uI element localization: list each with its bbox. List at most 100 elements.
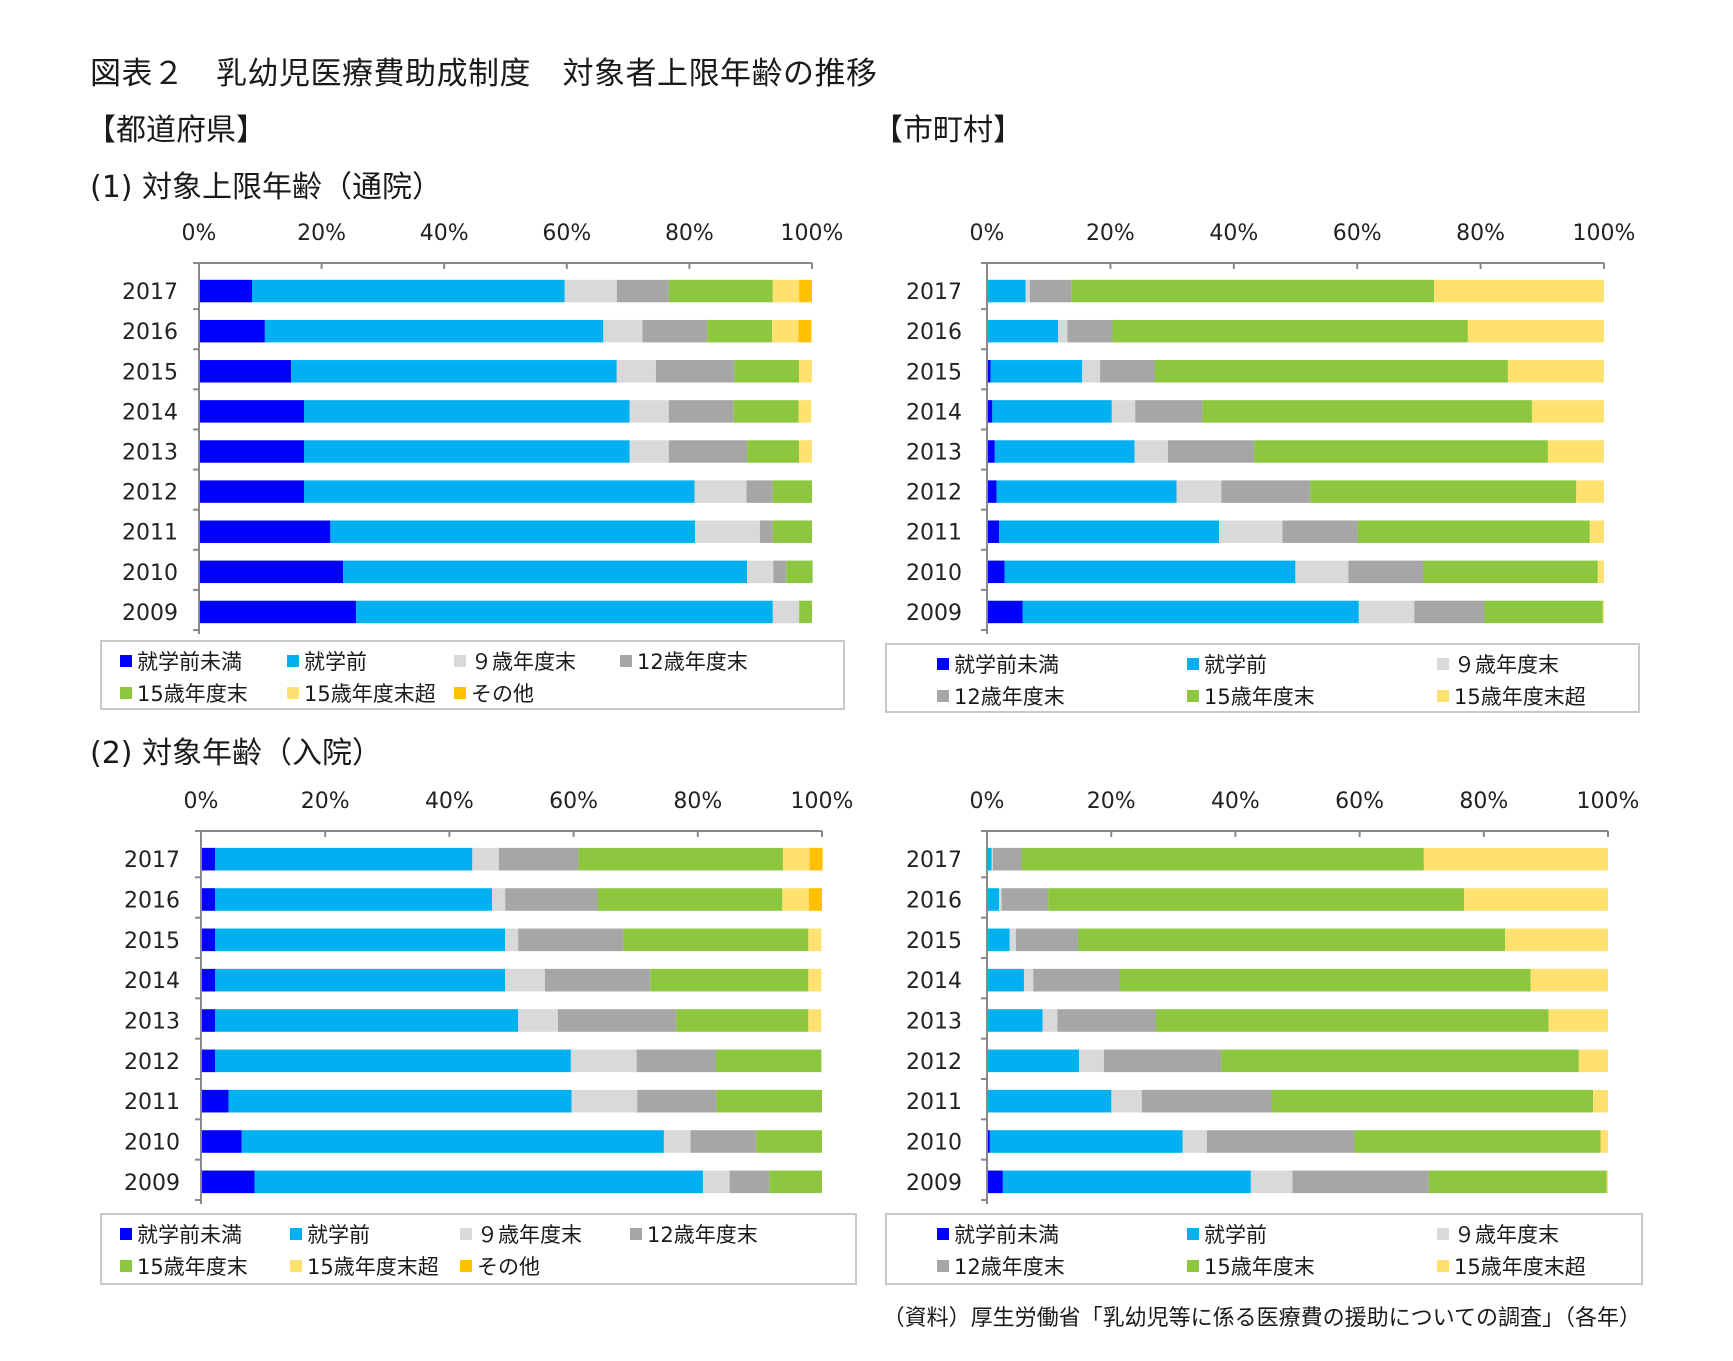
- bar-segment-2011-3: [637, 1089, 717, 1113]
- bar-segment-2014-1: [992, 400, 1112, 423]
- legend-swatch: [120, 655, 132, 667]
- bar-segment-2017-2: [991, 847, 993, 871]
- bar-segment-2016-3: [1001, 888, 1049, 911]
- legend-item: その他: [454, 678, 534, 708]
- legend-label: 15歳年度末: [137, 682, 248, 706]
- bar-segment-2016-2: [603, 319, 643, 343]
- bar-segment-2009-5: [1602, 600, 1604, 624]
- bar-segment-2012-1: [215, 1049, 571, 1073]
- bar-segment-2010-4: [1354, 1130, 1601, 1153]
- bar-segment-2010-1: [989, 1130, 1183, 1153]
- bar-segment-2015-4: [734, 360, 800, 383]
- bar-segment-2016-3: [642, 319, 708, 343]
- legend-swatch: [1437, 1228, 1449, 1240]
- year-label: 2012: [906, 1050, 962, 1075]
- bar-segment-2014-5: [1531, 400, 1604, 423]
- x-tick-label: 20%: [1087, 789, 1136, 814]
- bar-segment-2010-2: [1295, 560, 1349, 584]
- bar-segment-2011-2: [1111, 1089, 1142, 1113]
- bar-segment-2010-0: [988, 1130, 990, 1153]
- bar-segment-2009-0: [200, 600, 357, 624]
- legend-label: 15歳年度末: [1204, 1255, 1315, 1279]
- legend-item: 就学前: [290, 1219, 370, 1249]
- legend-label: ９歳年度末: [1454, 653, 1559, 677]
- x-tick-label: 0%: [184, 789, 219, 814]
- section1-title: (1) 対象上限年齢（通院）: [90, 170, 443, 205]
- legend-label: 15歳年度末: [137, 1255, 248, 1279]
- legend-label: 12歳年度末: [954, 685, 1065, 709]
- bar-segment-2014-2: [629, 400, 669, 423]
- legend-item: 12歳年度末: [937, 681, 1065, 711]
- bar-segment-2011-1: [228, 1089, 572, 1113]
- bar-segment-2012-1: [988, 1049, 1080, 1073]
- section2-title: (2) 対象年齢（入院）: [90, 736, 383, 771]
- bar-segment-2009-0: [988, 600, 1023, 624]
- bar-segment-2014-1: [215, 968, 506, 992]
- bar-segment-2015-0: [202, 928, 216, 952]
- x-tick-label: 100%: [1573, 221, 1636, 246]
- year-label: 2013: [122, 441, 178, 466]
- bar-segment-2015-5: [808, 928, 822, 952]
- bar-segment-2012-4: [772, 480, 812, 503]
- bar-segment-2016-2: [492, 888, 506, 911]
- year-label: 2012: [122, 481, 178, 506]
- bar-segment-2012-0: [200, 480, 305, 503]
- bar-segment-2010-3: [1348, 560, 1424, 584]
- legend-item: ９歳年度末: [454, 646, 576, 676]
- bar-segment-2017-5: [1423, 847, 1608, 871]
- bar-segment-2011-4: [1271, 1089, 1594, 1113]
- legend-swatch: [454, 655, 466, 667]
- x-tick-label: 40%: [425, 789, 474, 814]
- year-label: 2010: [124, 1131, 180, 1156]
- year-label: 2013: [906, 1010, 962, 1035]
- year-label: 2014: [122, 400, 178, 425]
- legend-swatch: [1437, 658, 1449, 670]
- bar-segment-2009-0: [202, 1170, 255, 1194]
- bar-segment-2013-1: [988, 1009, 1043, 1032]
- year-label: 2017: [124, 848, 180, 873]
- legend-item: 就学前未満: [937, 649, 1059, 679]
- bar-segment-2009-5: [1606, 1170, 1608, 1194]
- x-tick-label: 40%: [420, 221, 469, 246]
- year-label: 2010: [122, 561, 178, 586]
- bar-segment-2009-2: [772, 600, 800, 624]
- bar-segment-2015-3: [1100, 360, 1155, 383]
- bar-segment-2017-4: [578, 847, 783, 871]
- bar-segment-2016-5: [1464, 888, 1608, 911]
- bar-segment-2013-3: [1057, 1009, 1157, 1032]
- pref-outpatient-legend: 就学前未満 就学前 ９歳年度末 12歳年度末 15歳年度末 15歳年度末超 その他: [100, 640, 845, 710]
- bar-segment-2017-4: [1021, 847, 1424, 871]
- bar-segment-2017-1: [215, 847, 473, 871]
- legend-item: 15歳年度末超: [290, 1251, 439, 1281]
- x-tick-label: 0%: [970, 221, 1005, 246]
- bar-segment-2011-4: [1357, 520, 1590, 543]
- bar-segment-2011-1: [330, 520, 696, 543]
- bar-segment-2010-5: [1600, 1130, 1608, 1153]
- bar-segment-2015-2: [505, 928, 519, 952]
- bar-segment-2013-0: [200, 440, 305, 463]
- year-label: 2014: [906, 400, 962, 425]
- bar-segment-2009-1: [356, 600, 773, 624]
- bar-segment-2012-4: [715, 1049, 822, 1073]
- bar-segment-2014-2: [1111, 400, 1136, 423]
- year-label: 2010: [906, 1131, 962, 1156]
- bar-segment-2014-3: [668, 400, 734, 423]
- year-label: 2016: [906, 320, 962, 345]
- source-note: （資料）厚生労働省「乳幼児等に係る医療費の援助についての調査」（各年）: [882, 1306, 1641, 1331]
- bar-segment-2016-0: [200, 319, 265, 343]
- legend-item: 15歳年度末超: [1437, 1251, 1586, 1281]
- legend-label: 就学前: [304, 650, 367, 674]
- bar-segment-2016-1: [215, 888, 493, 911]
- bar-segment-2011-0: [200, 520, 331, 543]
- bar-segment-2015-2: [1082, 360, 1101, 383]
- legend-label: 就学前未満: [954, 653, 1059, 677]
- bar-segment-2017-4: [668, 279, 773, 303]
- legend-label: 就学前未満: [954, 1223, 1059, 1247]
- year-label: 2014: [906, 969, 962, 994]
- legend-item: その他: [460, 1251, 540, 1281]
- legend-swatch: [937, 1260, 949, 1272]
- bar-segment-2012-4: [1310, 480, 1577, 503]
- bar-segment-2016-1: [264, 319, 604, 343]
- bar-segment-2016-1: [988, 319, 1059, 343]
